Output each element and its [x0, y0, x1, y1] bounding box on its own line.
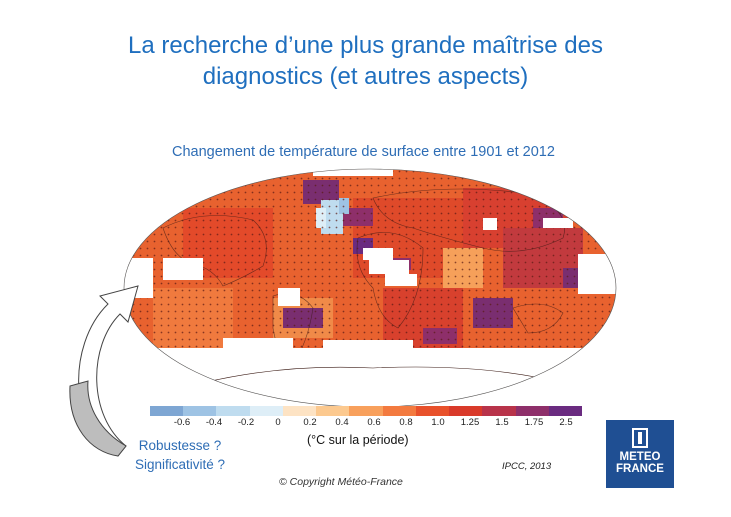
- color-tick-label: 0.2: [303, 417, 317, 428]
- robustness-question: Robustesse ? Significativité ?: [100, 436, 260, 474]
- color-tick-label: -0.4: [205, 417, 223, 428]
- world-map-graphic: [123, 168, 617, 408]
- logo-line2: FRANCE: [616, 463, 664, 475]
- color-swatch: [316, 406, 350, 416]
- color-swatch: [216, 406, 250, 416]
- slide-title-line2: diagnostics (et autres aspects): [202, 63, 529, 90]
- color-swatch: [482, 406, 516, 416]
- color-scale-bar: [150, 406, 583, 416]
- color-swatch: [183, 406, 217, 416]
- color-tick-label: 1.0: [431, 417, 445, 428]
- color-tick-label: -0.6: [173, 417, 191, 428]
- logo-line1: METEO: [619, 451, 661, 463]
- unit-label: (°C sur la période): [307, 433, 409, 447]
- color-swatch: [150, 406, 184, 416]
- color-tick-label: 0.4: [335, 417, 349, 428]
- source-label: IPCC, 2013: [502, 461, 552, 472]
- color-tick-label: 1.75: [524, 417, 544, 428]
- color-tick-label: 0.6: [367, 417, 381, 428]
- slide-title-line1: La recherche d’une plus grande maîtrise …: [128, 32, 603, 59]
- color-scale-ticks: -0.6 -0.4 -0.2 0 0.2 0.4 0.6 0.8 1.0 1.25 1.5 1.75 2…: [150, 417, 582, 431]
- color-tick-label: 1.25: [460, 417, 480, 428]
- robustness-line1: Robustesse ?: [138, 438, 222, 453]
- slide-title: La recherche d’une plus grande maîtrise …: [0, 30, 731, 92]
- temperature-map: [123, 168, 617, 408]
- color-swatch: [382, 406, 416, 416]
- color-tick-label: 0.8: [399, 417, 413, 428]
- color-swatch: [415, 406, 450, 416]
- meteo-france-logo: METEO FRANCE: [606, 420, 674, 488]
- color-swatch: [349, 406, 383, 416]
- color-swatch: [282, 406, 317, 416]
- color-tick-label: 1.5: [495, 417, 509, 428]
- curved-arrow-icon: [69, 285, 139, 457]
- color-swatch: [548, 406, 583, 416]
- color-tick-label: 2.5: [559, 417, 573, 428]
- color-tick-label: 0: [275, 417, 281, 428]
- copyright-label: © Copyright Météo-France: [279, 476, 403, 488]
- robustness-line2: Significativité ?: [134, 457, 226, 472]
- color-swatch: [515, 406, 549, 416]
- logo-mark-icon: [632, 428, 648, 448]
- map-subtitle: Changement de température de surface ent…: [172, 144, 555, 160]
- color-swatch: [249, 406, 283, 416]
- color-tick-label: -0.2: [237, 417, 255, 428]
- color-swatch: [449, 406, 483, 416]
